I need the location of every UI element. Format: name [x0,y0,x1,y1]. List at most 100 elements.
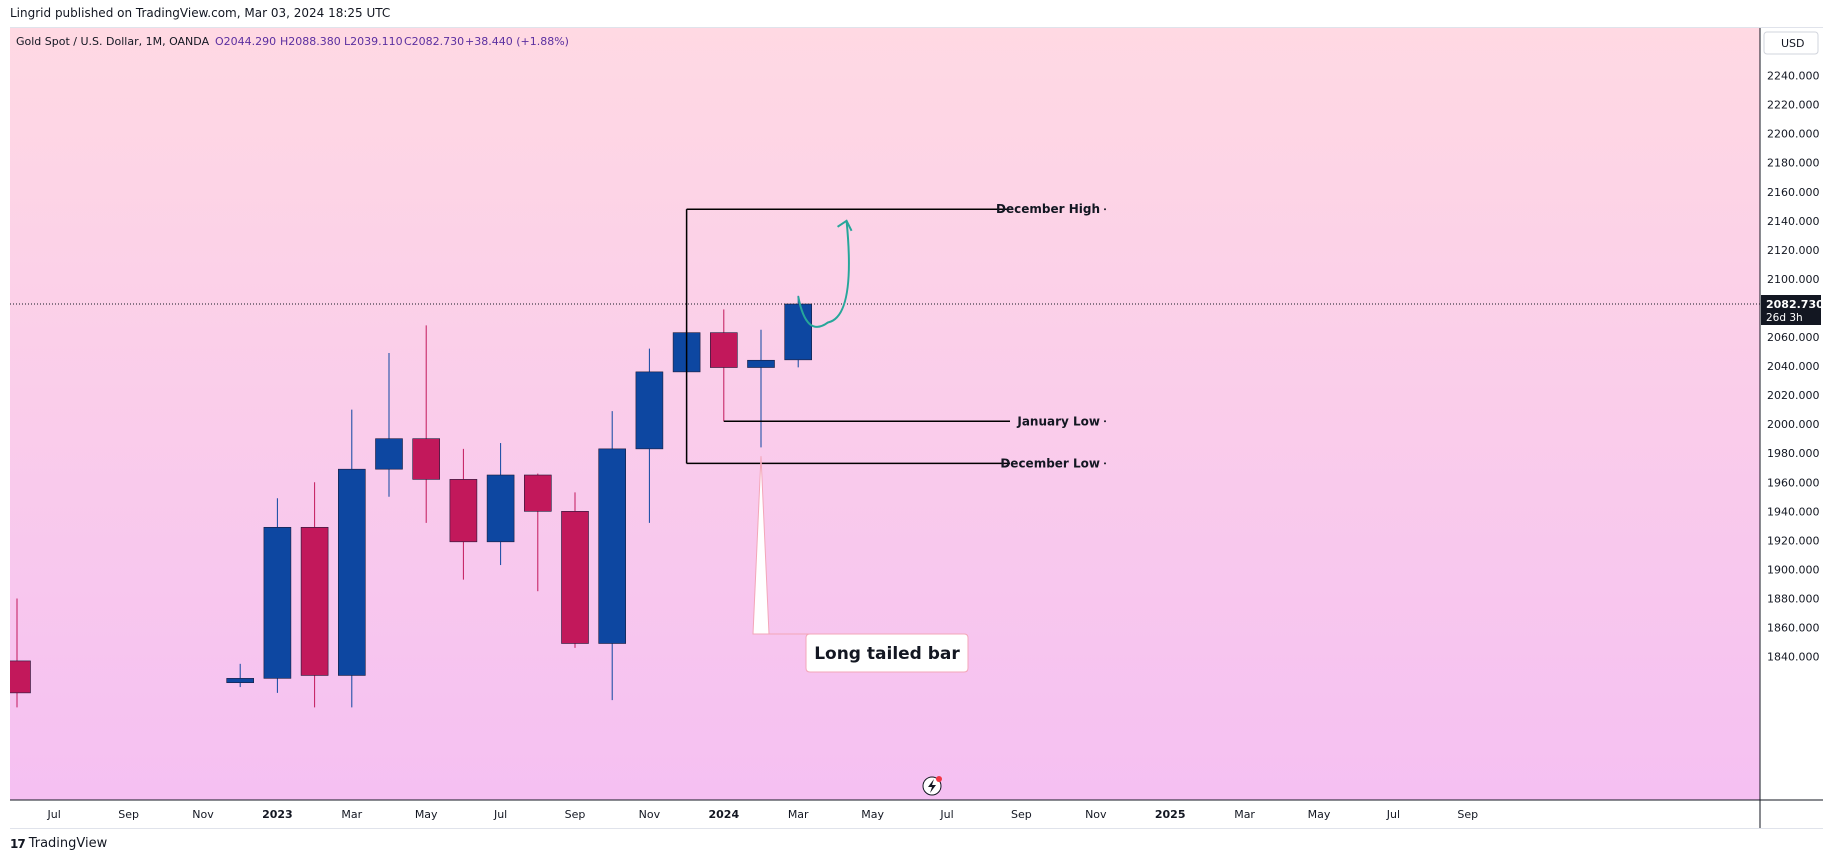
candle[interactable] [226,663,254,688]
candle[interactable] [635,348,664,523]
long-tailed-bar-callout[interactable]: Long tailed bar [752,456,969,673]
price-tick-label: 2180.000 [1767,157,1820,170]
candle[interactable] [10,598,31,708]
time-tick-label: Nov [639,808,661,821]
tradingview-logo-icon: 17 [10,836,26,851]
candle-body [784,303,813,361]
legend-symbol: Gold Spot / U.S. Dollar, 1M, OANDA [16,35,210,48]
currency-label: USD [1781,37,1805,50]
candle[interactable] [523,473,552,592]
price-tick-label: 1840.000 [1767,651,1820,664]
candles-layer [10,209,1760,708]
candle-body [747,359,775,368]
time-tick-label: Sep [118,808,139,821]
chart-area[interactable]: December High January Low December Low Long… [10,27,1823,829]
candle-body [523,474,552,512]
legend-high: H2088.380 [280,35,341,48]
time-tick-label: Jul [493,808,507,821]
candle-body [263,526,292,679]
price-tick-label: 2040.000 [1767,360,1820,373]
candle-body [337,468,366,676]
price-tick-label: 2220.000 [1767,99,1820,112]
time-tick-label: Mar [1234,808,1255,821]
candlestick-chart[interactable]: December High January Low December Low Long… [10,28,1823,828]
time-tick-label: Nov [192,808,214,821]
candle[interactable] [784,295,813,368]
time-axis-background [10,800,1760,828]
legend-low: L2039.110 [344,35,403,48]
annotations-layer: December High January Low December Low Long… [685,202,1106,673]
publisher-line: Lingrid published on TradingView.com, Ma… [10,6,391,20]
time-tick-label: Sep [565,808,586,821]
price-tick-label: 1960.000 [1767,476,1820,489]
time-tick-label: 2024 [708,808,739,821]
time-tick-label: 2023 [262,808,293,821]
price-tag-price: 2082.730 [1766,298,1823,311]
january-low-level-label: January Low [1016,414,1100,428]
time-tick-label: Mar [341,808,362,821]
time-tick-label: Jul [47,808,61,821]
price-tick-label: 2160.000 [1767,186,1820,199]
price-tick-label: 2120.000 [1767,244,1820,257]
time-tick-label: Jul [939,808,953,821]
price-tick-label: 1900.000 [1767,563,1820,576]
legend-close: C2082.730 [404,35,464,48]
price-tick-label: 1940.000 [1767,505,1820,518]
candle-body [226,678,254,684]
candle-body [709,332,738,368]
time-tick-label: Jul [1386,808,1400,821]
candle[interactable] [747,329,775,448]
time-tick-label: Sep [1457,808,1478,821]
time-tick-label: May [415,808,438,821]
legend-open: O2044.290 [215,35,276,48]
december-low-level[interactable]: December Low [686,456,1106,470]
december-high-level[interactable]: December High [686,202,1106,216]
price-tick-label: 1880.000 [1767,592,1820,605]
candle-body [300,526,329,676]
december-low-level-label: December Low [1000,456,1100,470]
time-tick-label: May [861,808,884,821]
candle-body [375,438,403,470]
candle-body [561,511,589,644]
price-tick-label: 1920.000 [1767,534,1820,547]
price-tag-box [1761,295,1821,325]
price-tick-label: 2060.000 [1767,331,1820,344]
price-tick-label: 2020.000 [1767,389,1820,402]
callout-bubble [752,456,969,673]
price-tag-countdown: 26d 3h [1766,312,1803,324]
footer-brand: TradingView [28,836,108,851]
candle[interactable] [337,409,366,708]
january-low-level-dot [1104,420,1106,423]
candle[interactable] [709,309,738,422]
price-tick-label: 2000.000 [1767,418,1820,431]
time-axis[interactable]: Jul Sep Nov 2023 Mar May Jul Sep Nov 2024 Mar May Ju… [47,808,1479,821]
projection-arrow[interactable] [797,219,853,328]
price-tick-label: 2100.000 [1767,273,1820,286]
projection-arrow-path [797,220,850,328]
candle[interactable] [375,352,403,497]
price-axis[interactable]: 1840.000 1860.000 1880.000 1900.000 1920.000… [1761,70,1823,664]
price-tick-label: 1860.000 [1767,622,1820,635]
lightning-icon[interactable] [922,776,942,796]
candle[interactable] [412,325,441,523]
currency-button[interactable] [1763,31,1819,55]
candle-body [10,660,31,694]
price-axis-background [1760,28,1823,828]
candle[interactable] [263,498,292,693]
candle[interactable] [561,492,589,648]
candle[interactable] [486,443,515,566]
time-tick-label: May [1308,808,1331,821]
legend-change: +38.440 (+1.88%) [465,35,569,48]
time-tick-label: Mar [788,808,809,821]
footer-branding[interactable]: 17 TradingView [10,836,107,851]
price-tick-label: 2140.000 [1767,215,1820,228]
january-low-level[interactable]: January Low [723,414,1106,428]
december-high-level-dot [1104,208,1106,211]
candle[interactable] [449,448,478,580]
price-tick-label: 1980.000 [1767,447,1820,460]
price-tick-label: 2200.000 [1767,128,1820,141]
candle[interactable] [300,482,329,708]
candle-body [412,438,441,480]
candle[interactable] [598,411,627,701]
